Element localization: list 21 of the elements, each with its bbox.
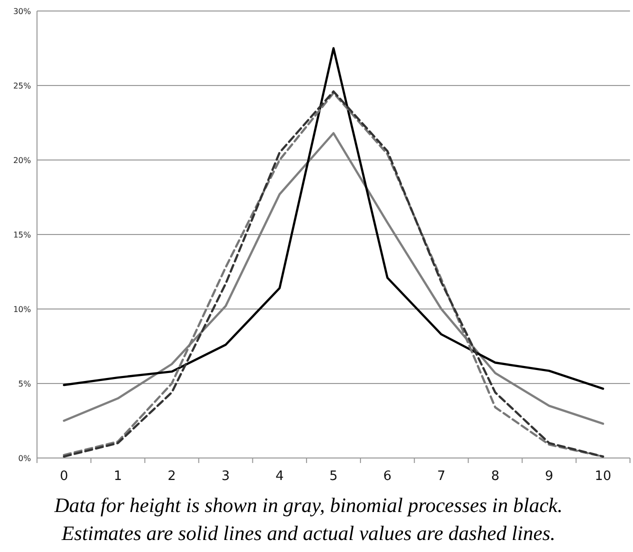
x-tick-label: 4 (275, 469, 284, 484)
line-series (62, 47, 604, 390)
x-tick-label: 9 (544, 469, 554, 484)
text: Estimates are solid lines and actual values are dashed lines. (60, 523, 556, 545)
x-tick-label: 7 (437, 469, 446, 484)
text: Data for height is shown in gray, binomial processes in black. (53, 495, 563, 517)
y-tick-label: 5% (18, 379, 32, 388)
x-tick-label: 10 (594, 469, 612, 484)
x-tick-label: 8 (491, 469, 500, 484)
x-tick-label: 6 (383, 469, 392, 484)
x-tick-label: 0 (60, 469, 68, 484)
y-tick-label: 20% (13, 156, 32, 165)
x-tick-label: 1 (114, 469, 122, 484)
x-tick-label: 2 (168, 469, 176, 484)
y-tick-label: 15% (13, 230, 32, 240)
x-tick-label: 5 (329, 469, 338, 484)
y-tick-label: 10% (13, 304, 32, 314)
y-tick-label: 0% (18, 454, 32, 463)
y-tick-label: 30% (13, 6, 32, 16)
x-tick-label: 3 (222, 469, 230, 484)
y-tick-label: 25% (13, 81, 32, 90)
